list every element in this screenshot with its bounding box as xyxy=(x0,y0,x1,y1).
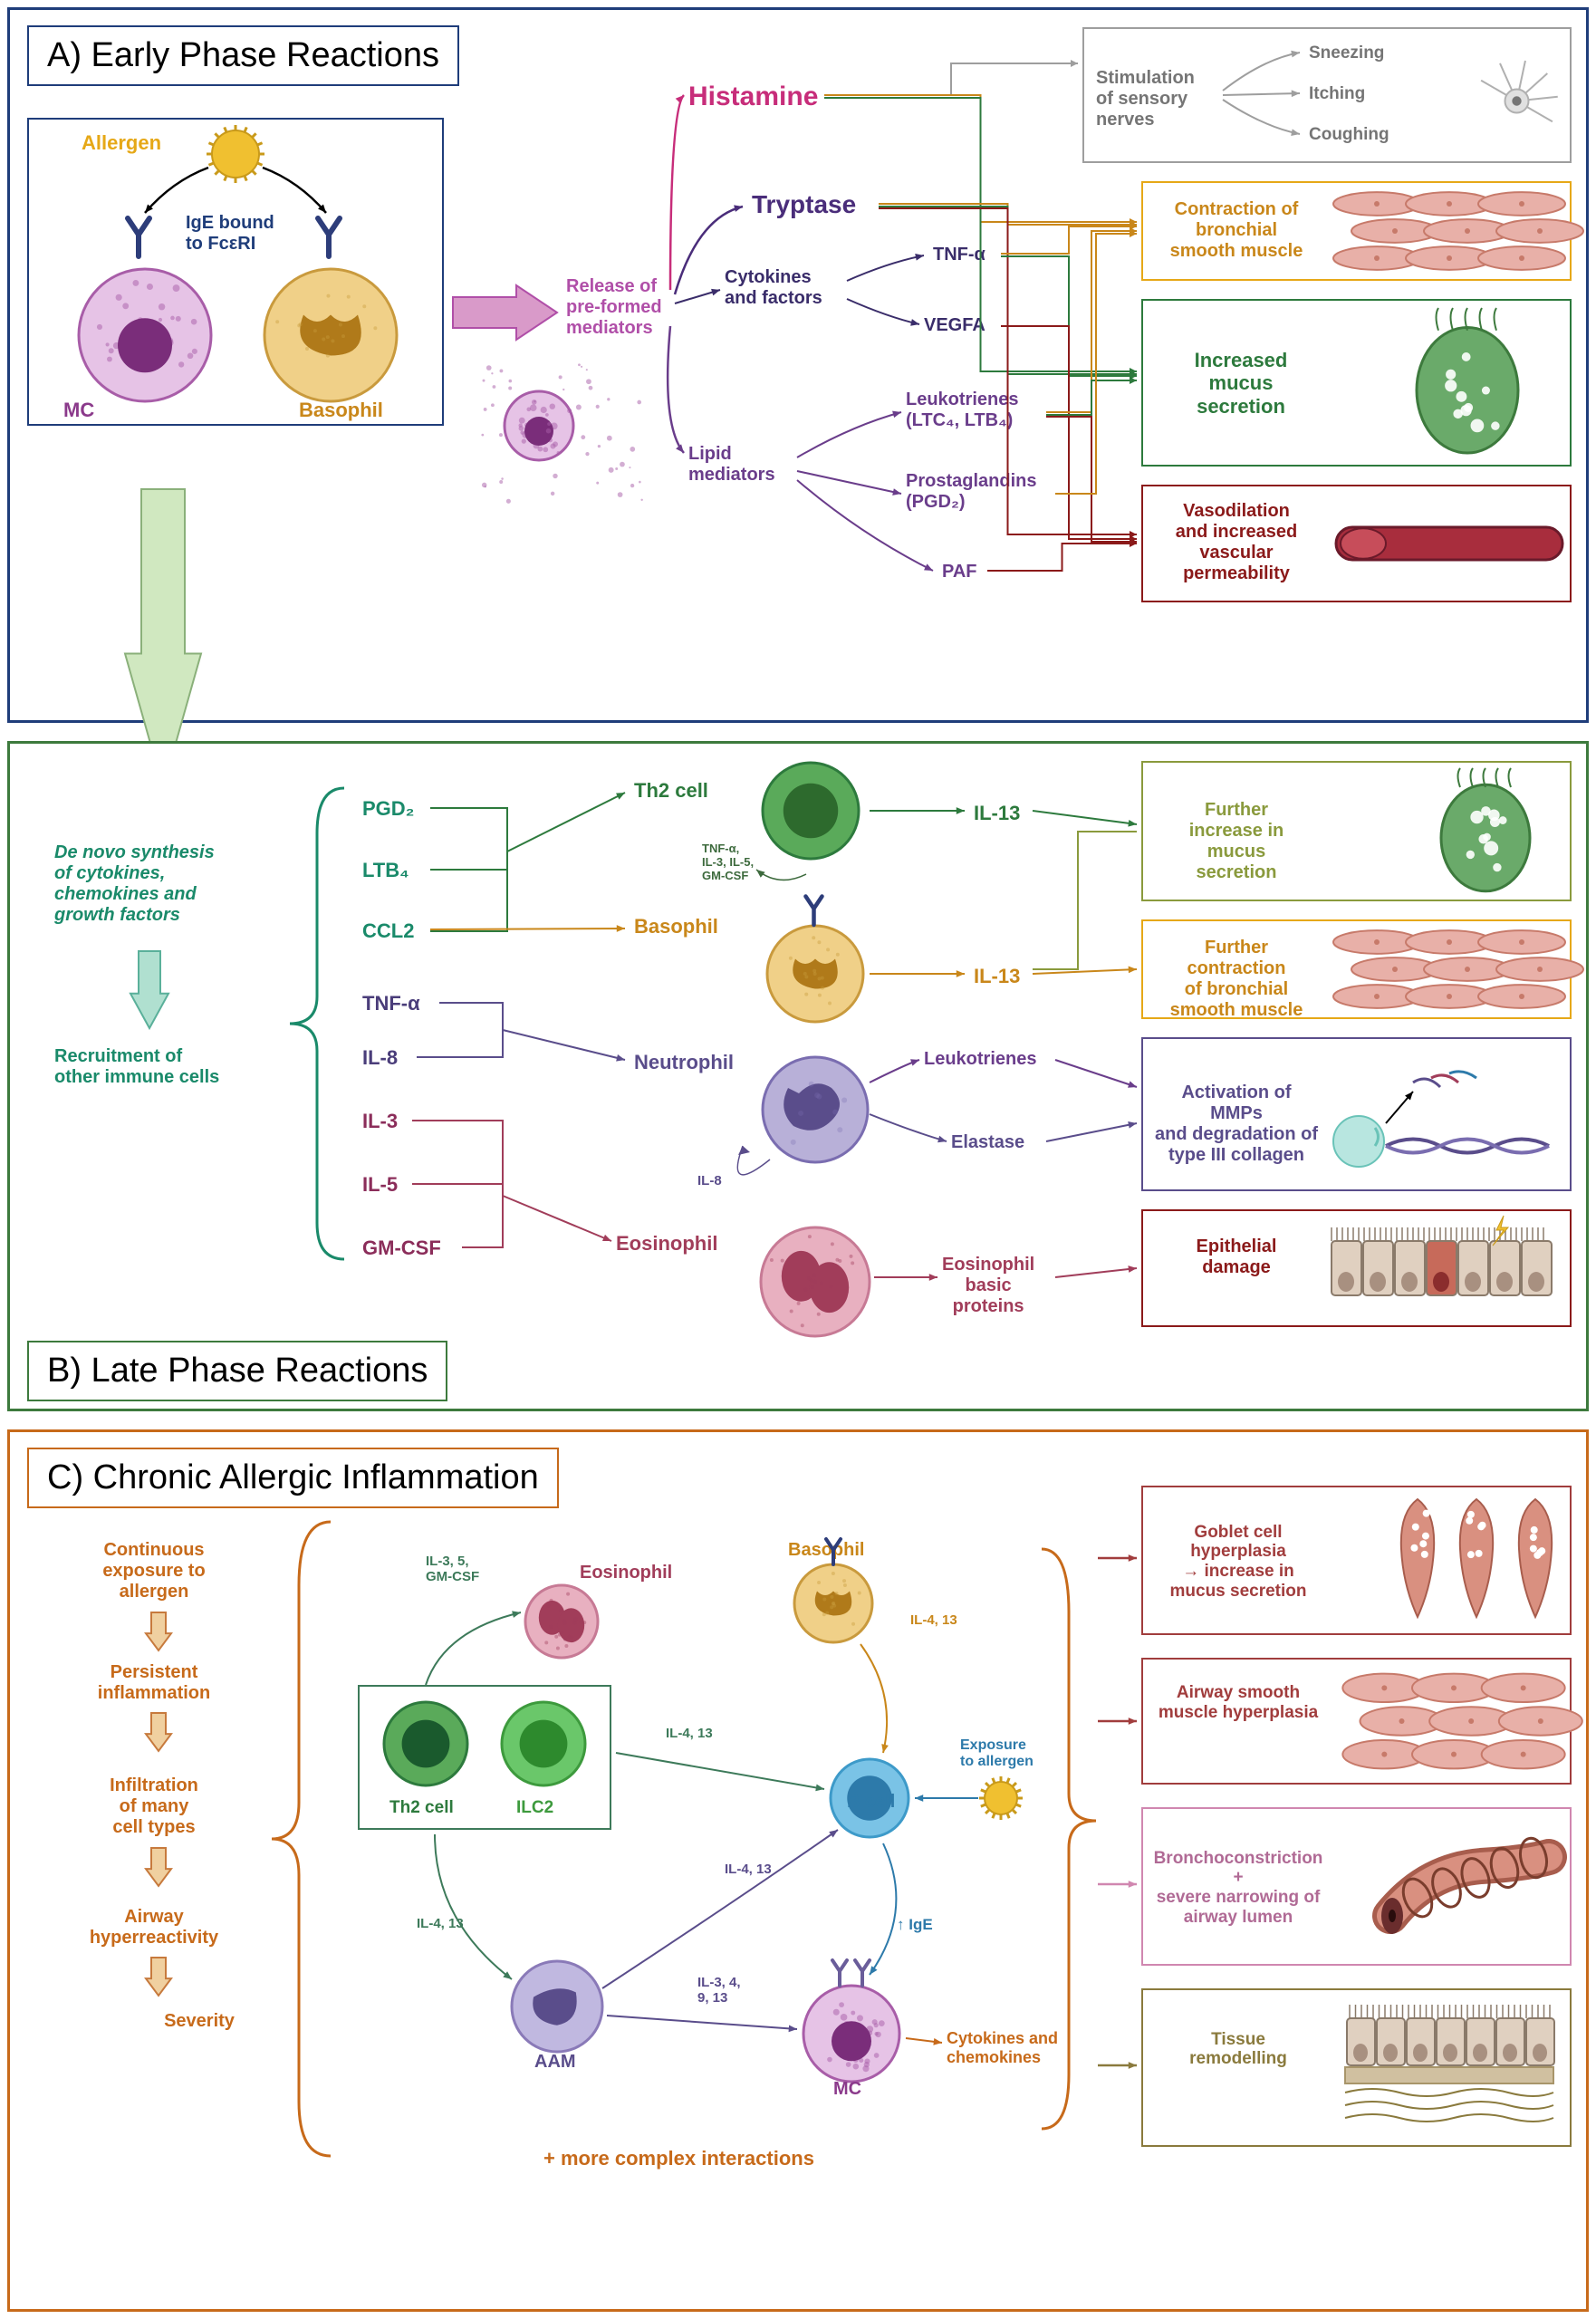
diagram-label: Bronchoconstriction + severe narrowing o… xyxy=(1152,1849,1324,1928)
goblet-cell-icon xyxy=(1449,1495,1504,1626)
tissue-remodelling-icon xyxy=(1336,2002,1562,2133)
panel-c-arrows xyxy=(0,0,1596,2319)
bronchus-icon xyxy=(1372,1825,1553,1948)
diagram-label: Airway smooth muscle hyperplasia xyxy=(1152,1683,1324,1723)
muscle-tissue-icon xyxy=(1350,1671,1558,1771)
goblet-cell-icon xyxy=(1508,1495,1562,1626)
diagram-label: Goblet cell hyperplasia → increase in mu… xyxy=(1152,1523,1324,1602)
diagram-label: Tissue remodelling xyxy=(1152,2030,1324,2070)
goblet-cell-icon xyxy=(1390,1495,1445,1626)
